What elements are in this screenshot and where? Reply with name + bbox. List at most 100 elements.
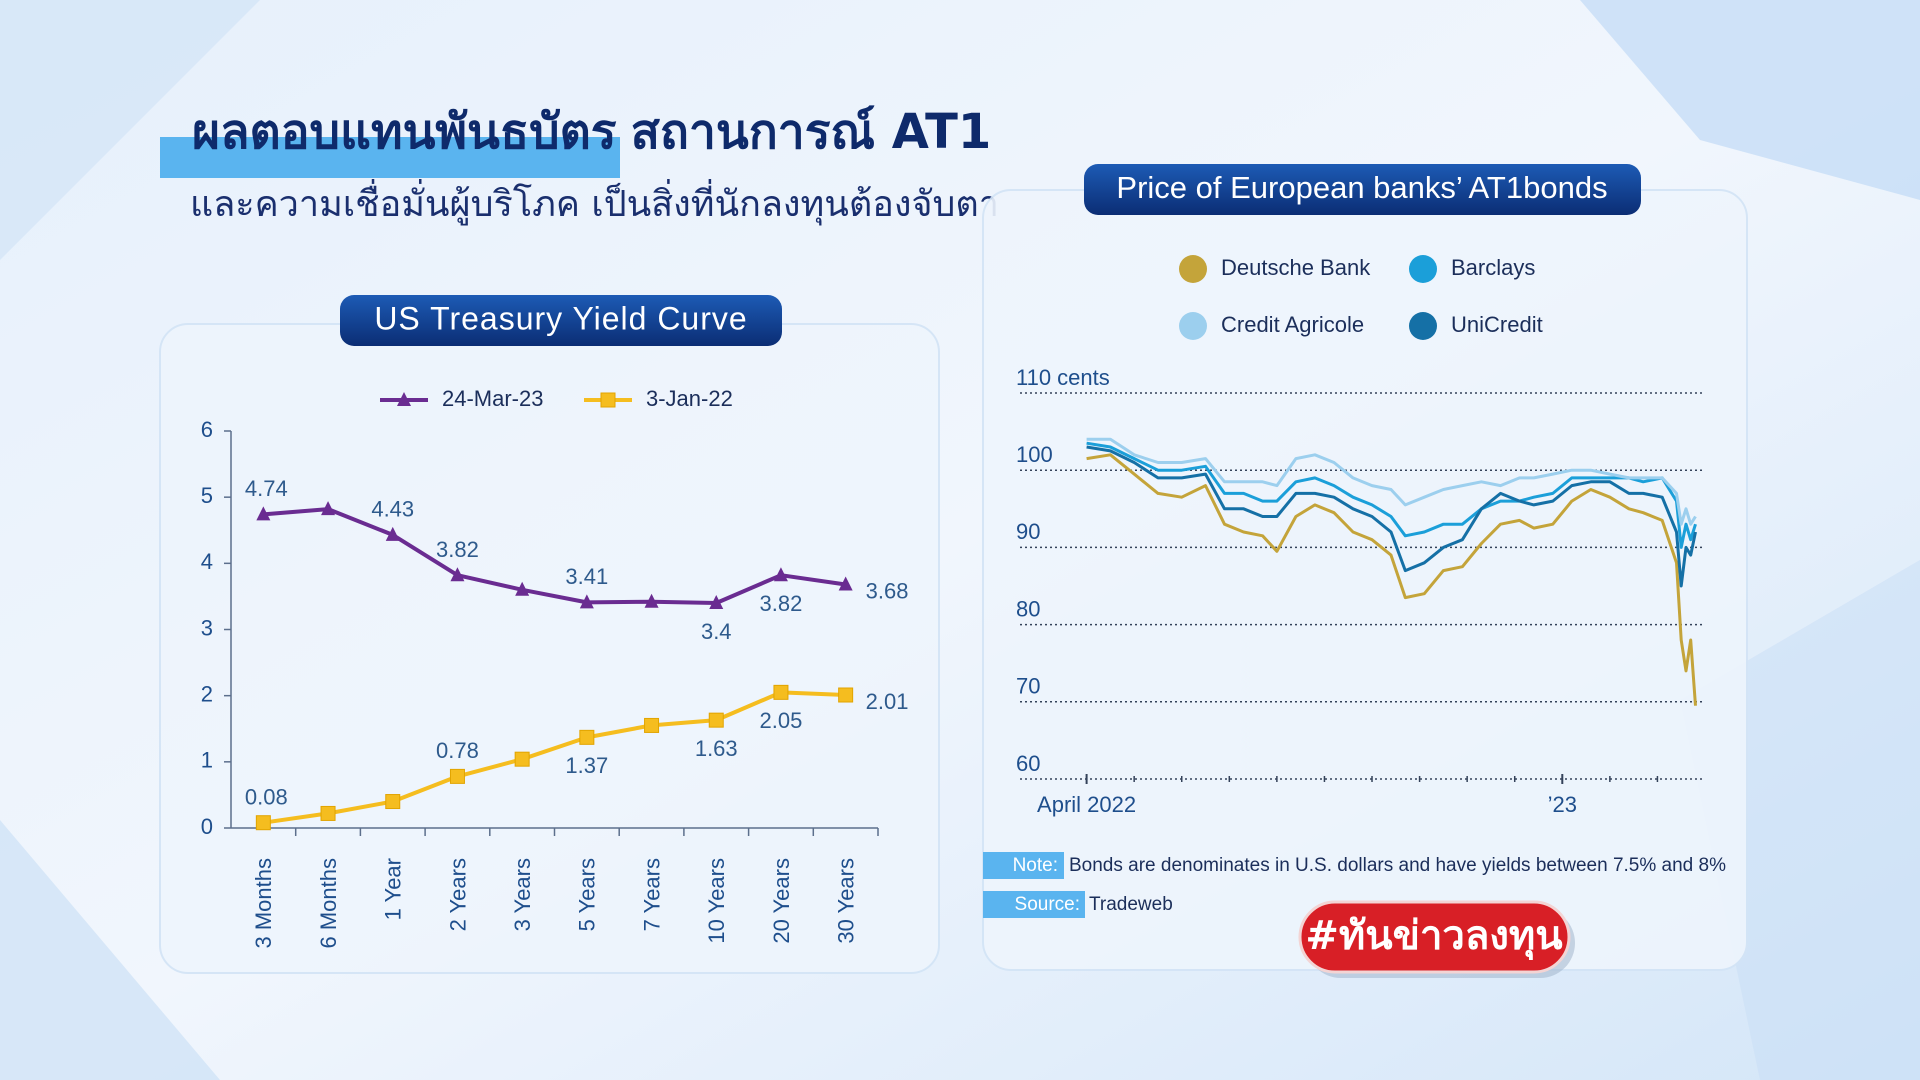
y-tick-label: 80 (1016, 596, 1040, 621)
note-label-box (983, 852, 1064, 879)
point-marker (450, 567, 465, 582)
series-line (1086, 437, 1697, 526)
source-label-box (983, 891, 1085, 918)
chart-title: Price of European banks’ AT1bonds (1116, 170, 1607, 205)
value-label: 4.43 (371, 497, 414, 522)
y-tick-label: 110 cents (1016, 365, 1110, 390)
point-marker (256, 506, 271, 521)
point-marker (838, 576, 853, 591)
series-line (1086, 445, 1697, 588)
value-label: 3.41 (565, 564, 608, 589)
y-tick-label: 90 (1016, 519, 1040, 544)
x-tick-label: 20 Years (769, 858, 794, 944)
point-marker (644, 717, 660, 733)
value-label: 3.68 (866, 578, 909, 603)
x-tick-label: ’23 (1548, 792, 1577, 817)
title-highlight (160, 137, 620, 178)
hashtag: #ทันข่าวลงทุน (1305, 913, 1562, 961)
value-label: 3.82 (436, 537, 479, 562)
legend-marker (1409, 255, 1437, 283)
series-line (263, 507, 846, 605)
x-tick-label: 6 Months (316, 858, 341, 949)
source-text: Tradeweb (1089, 894, 1173, 915)
value-label: 2.01 (866, 689, 909, 714)
point-marker (773, 567, 788, 582)
value-label: 3.4 (701, 619, 732, 644)
x-tick-label: 3 Months (251, 858, 276, 949)
y-tick-label: 5 (201, 483, 213, 508)
point-marker (320, 805, 336, 821)
hashtag-pill (1298, 900, 1571, 974)
source-label: Source: (1015, 894, 1080, 915)
point-marker (321, 501, 336, 516)
point-marker (838, 687, 854, 703)
point-marker (449, 768, 465, 784)
value-label: 0.78 (436, 738, 479, 763)
x-tick-label: 2 Years (445, 858, 470, 931)
y-tick-label: 4 (201, 549, 213, 574)
x-tick-label: 10 Years (704, 858, 729, 944)
series-line (1086, 453, 1697, 706)
x-tick-label: April 2022 (1037, 792, 1136, 817)
legend-label: UniCredit (1451, 312, 1543, 337)
y-tick-label: 70 (1016, 674, 1040, 699)
legend-label: Deutsche Bank (1221, 255, 1371, 280)
x-tick-label: 5 Years (575, 858, 600, 931)
point-marker (579, 729, 595, 745)
point-marker (515, 581, 530, 596)
chart-title-pill (1084, 164, 1641, 215)
decoration (1580, 0, 1920, 200)
y-tick-label: 60 (1016, 751, 1040, 776)
value-label: 0.08 (245, 785, 288, 810)
legend-label: Barclays (1451, 255, 1535, 280)
legend-label: 3-Jan-22 (646, 386, 733, 411)
y-tick-label: 0 (201, 814, 213, 839)
point-marker (773, 684, 789, 700)
chart-title-pill (340, 295, 782, 346)
value-label: 3.82 (760, 591, 803, 616)
y-tick-label: 3 (201, 615, 213, 640)
title-part: สถานการณ์ AT1 (631, 104, 992, 160)
value-label: 4.74 (245, 476, 288, 501)
decoration (0, 0, 260, 260)
legend-marker (1179, 312, 1207, 340)
point-marker (514, 751, 530, 767)
point-marker (579, 594, 594, 609)
value-label: 2.05 (760, 708, 803, 733)
legend-marker (397, 392, 411, 406)
y-tick-label: 1 (201, 748, 213, 773)
x-tick-label: 30 Years (833, 858, 858, 944)
panel (982, 189, 1748, 971)
series-line (1086, 441, 1697, 549)
title-part: ผลตอบแทนพันธบัตร (192, 104, 617, 160)
point-marker (644, 593, 659, 608)
note-text: Bonds are denominates in U.S. dollars an… (1069, 855, 1726, 876)
point-marker (385, 526, 400, 541)
legend-marker (600, 392, 616, 408)
decoration (0, 820, 220, 1080)
value-label: 1.37 (565, 753, 608, 778)
series-line (263, 690, 846, 825)
subtitle: และความเชื่อมั่นผู้บริโภค เป็นสิ่งที่นัก… (190, 179, 999, 226)
x-tick-label: 1 Year (381, 858, 406, 920)
x-tick-label: 3 Years (510, 858, 535, 931)
legend-label: Credit Agricole (1221, 312, 1364, 337)
point-marker (255, 815, 271, 831)
panel (159, 323, 940, 974)
point-marker (385, 794, 401, 810)
x-tick-label: 7 Years (639, 858, 664, 931)
note-label: Note: (1013, 855, 1058, 876)
legend-marker (1409, 312, 1437, 340)
y-tick-label: 6 (201, 417, 213, 442)
y-tick-label: 2 (201, 681, 213, 706)
y-tick-label: 100 (1016, 442, 1053, 467)
legend-label: 24-Mar-23 (442, 386, 543, 411)
title: ผลตอบแทนพันธบัตร สถานการณ์ AT1 (192, 104, 991, 160)
chart-title: US Treasury Yield Curve (374, 300, 747, 336)
point-marker (709, 595, 724, 610)
value-label: 1.63 (695, 736, 738, 761)
legend-marker (1179, 255, 1207, 283)
point-marker (708, 712, 724, 728)
